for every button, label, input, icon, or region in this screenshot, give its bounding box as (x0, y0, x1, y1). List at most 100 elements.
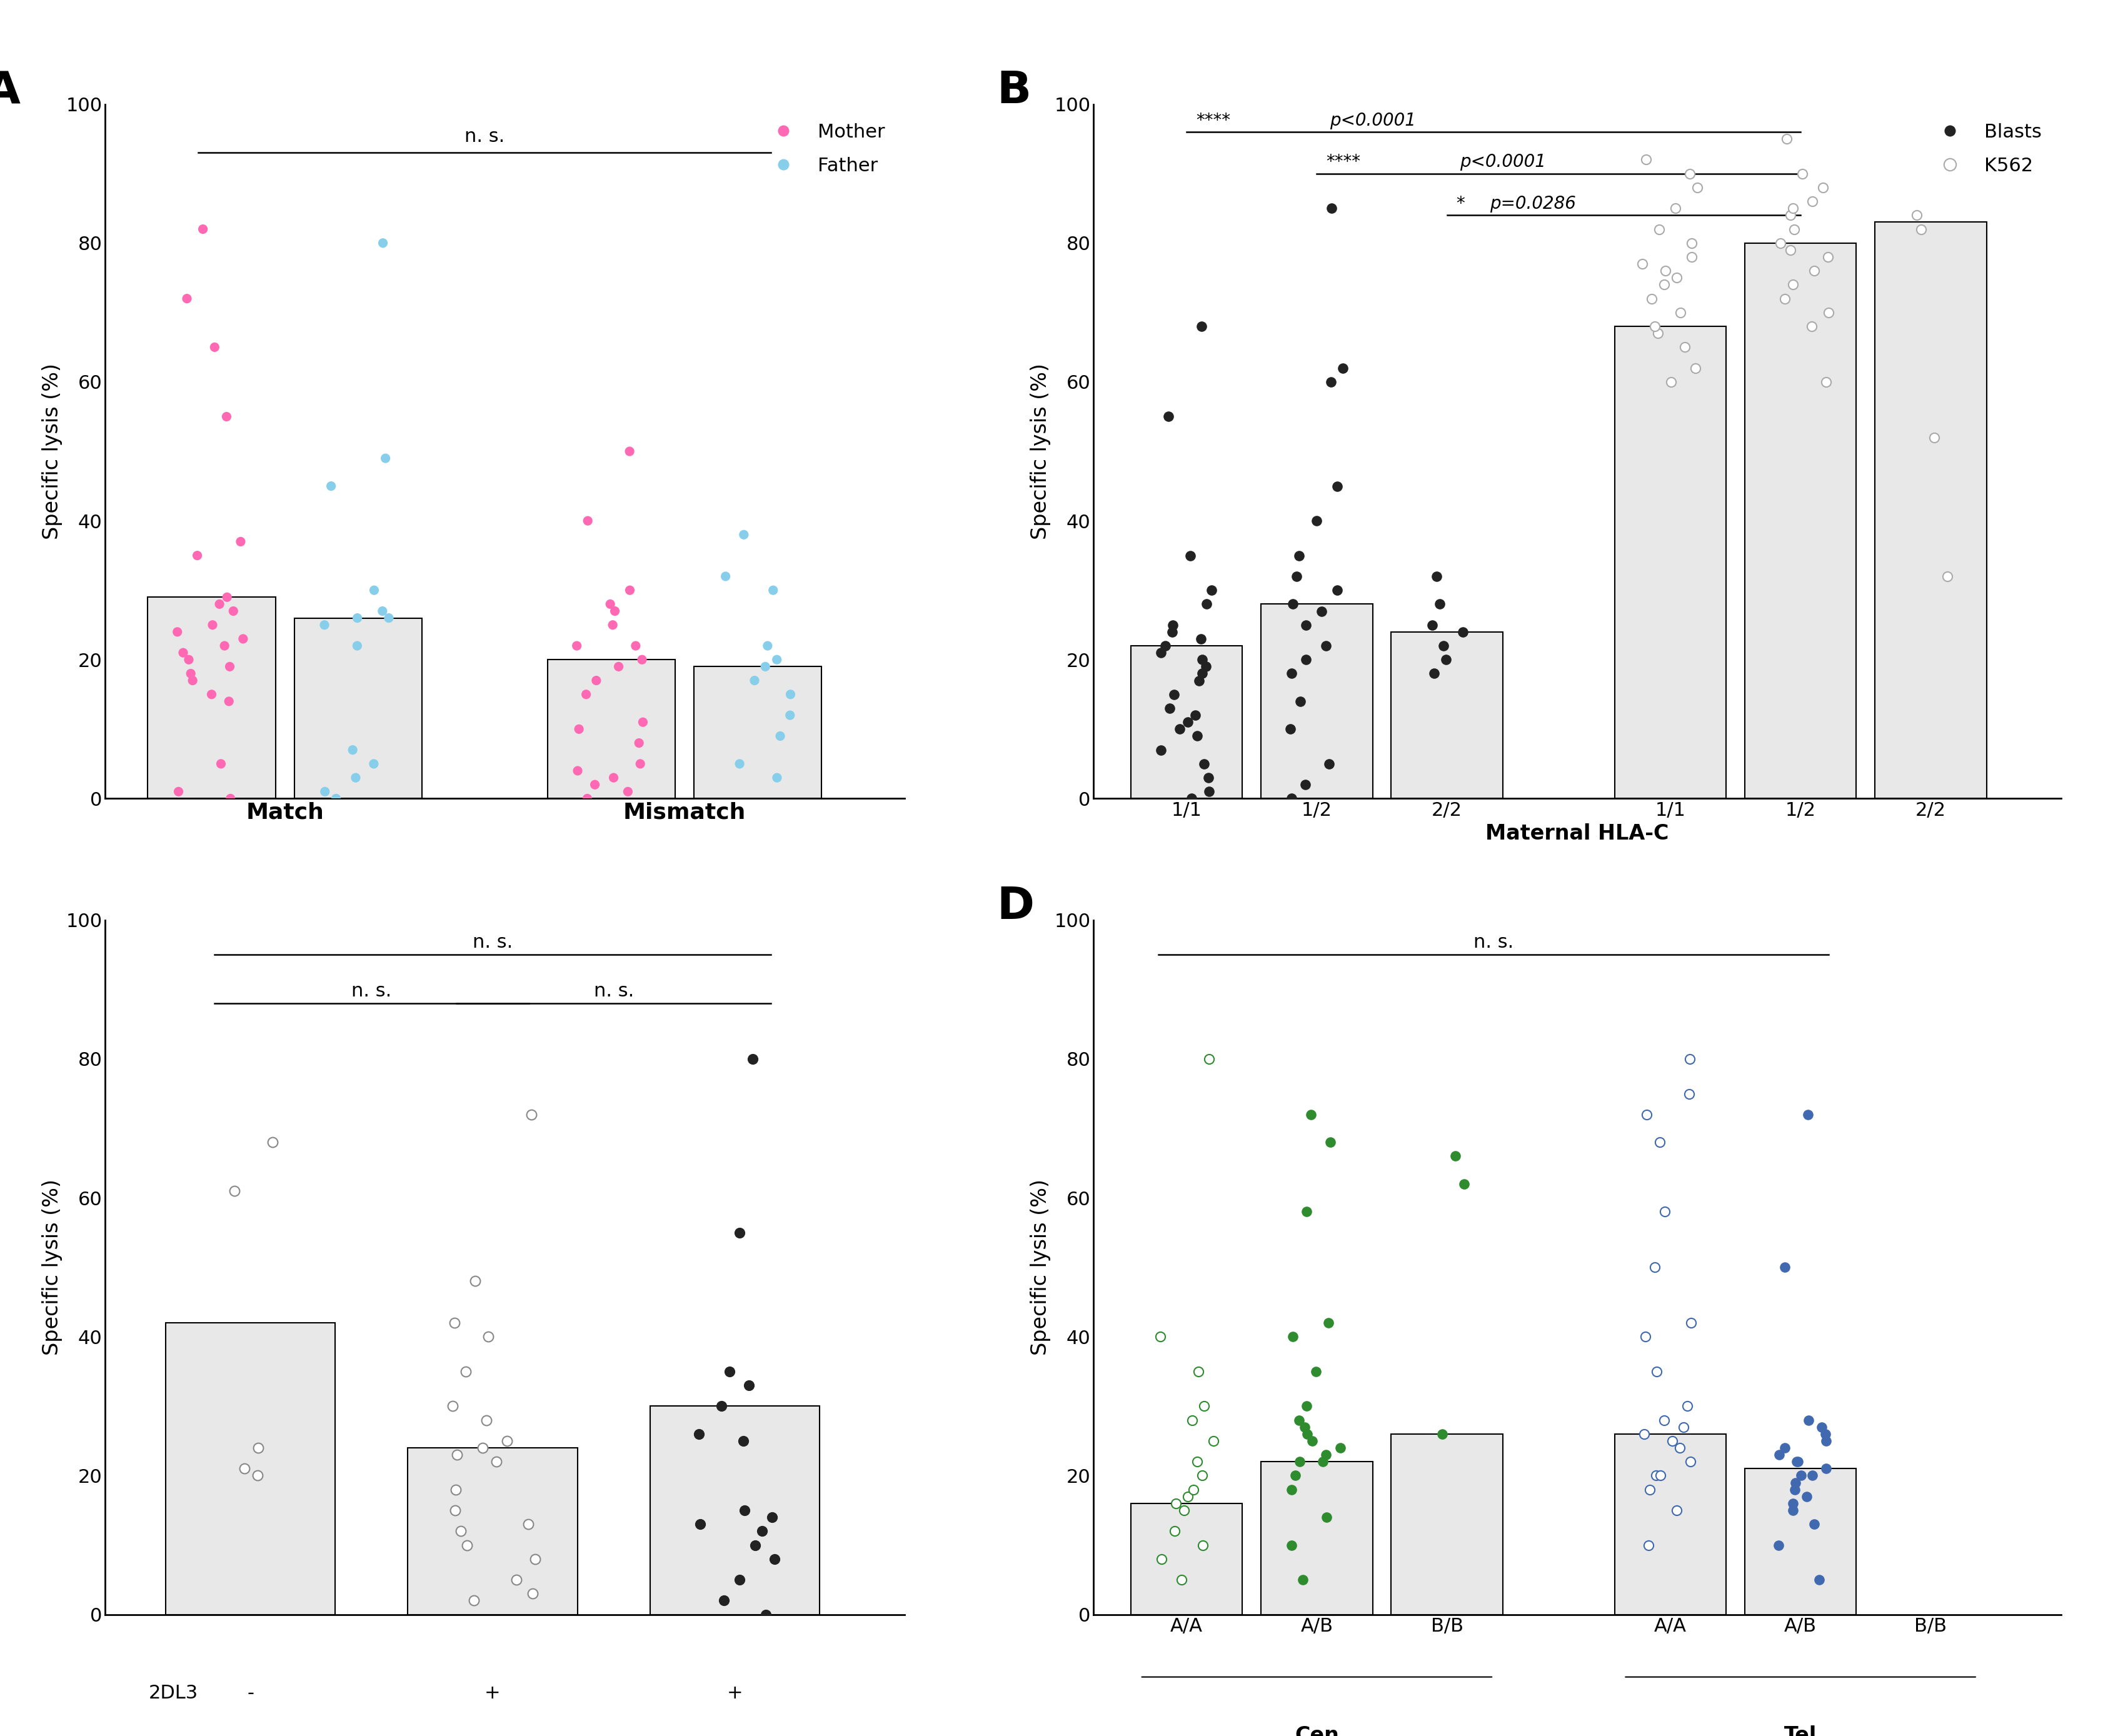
Point (1638, 1253, 1672, 1281)
Point (618, 632, 652, 660)
Point (1783, 1462, 1817, 1489)
Point (1430, 646, 1464, 674)
Point (490, 1427, 524, 1455)
Point (1188, 1392, 1222, 1420)
Point (1323, 1434, 1356, 1462)
Point (1310, 1441, 1344, 1469)
Point (1274, 1476, 1308, 1503)
Point (1626, 250, 1659, 278)
Point (223, 528, 257, 556)
Point (170, 285, 204, 312)
Point (1918, 424, 1952, 451)
Point (1798, 1510, 1832, 1538)
Point (456, 1587, 490, 1614)
Point (759, 764, 793, 792)
Point (1184, 312, 1218, 340)
Point (1321, 576, 1354, 604)
Point (210, 403, 244, 431)
Point (1638, 312, 1672, 340)
Point (1792, 1406, 1825, 1434)
Point (1274, 1531, 1308, 1559)
Point (559, 632, 593, 660)
Point (336, 736, 370, 764)
Point (1655, 1427, 1689, 1455)
Point (1659, 264, 1693, 292)
Point (627, 708, 660, 736)
Legend: Blasts, K562: Blasts, K562 (1922, 115, 2050, 184)
Point (601, 653, 635, 681)
Point (1321, 472, 1354, 500)
Point (1171, 708, 1205, 736)
Point (1289, 646, 1323, 674)
Point (177, 667, 210, 694)
Point (1642, 215, 1676, 243)
Point (1274, 660, 1308, 687)
Point (738, 1531, 772, 1559)
Point (196, 611, 229, 639)
Point (1148, 632, 1182, 660)
Point (1769, 1253, 1802, 1281)
Point (1447, 1170, 1481, 1198)
Point (1279, 1462, 1312, 1489)
Point (1152, 694, 1186, 722)
Bar (408, 1448, 578, 1614)
Text: *: * (1455, 194, 1466, 212)
Point (1804, 1413, 1838, 1441)
Text: 2DL3: 2DL3 (149, 1684, 198, 1701)
Bar (1131, 1503, 1243, 1614)
Point (212, 653, 246, 681)
Point (435, 1392, 469, 1420)
Point (1180, 722, 1213, 750)
Point (440, 1476, 473, 1503)
Point (1790, 1483, 1823, 1510)
Point (313, 472, 347, 500)
Point (612, 576, 646, 604)
Point (1672, 1045, 1706, 1073)
Point (1769, 285, 1802, 312)
Point (1426, 632, 1459, 660)
Point (1775, 1496, 1809, 1524)
Point (1314, 194, 1348, 222)
Point (1157, 611, 1190, 639)
Point (1289, 771, 1323, 799)
Point (204, 750, 238, 778)
Point (612, 778, 646, 806)
Point (1176, 785, 1209, 812)
Point (1775, 271, 1809, 299)
Point (372, 604, 406, 632)
Point (612, 437, 646, 465)
Point (1762, 1441, 1796, 1469)
Point (707, 1587, 740, 1614)
Point (723, 750, 757, 778)
Point (1809, 1427, 1842, 1455)
Text: -: - (246, 1684, 254, 1701)
Point (1157, 681, 1190, 708)
Point (515, 1101, 549, 1128)
Point (1680, 174, 1714, 201)
Bar (1745, 1469, 1857, 1614)
Point (511, 1510, 545, 1538)
Point (580, 667, 614, 694)
Point (1159, 1517, 1192, 1545)
Point (1182, 667, 1216, 694)
Point (196, 681, 229, 708)
Point (1312, 750, 1346, 778)
Bar (1392, 1434, 1504, 1614)
Point (1283, 1448, 1316, 1476)
Text: n. s.: n. s. (351, 983, 391, 1000)
Point (570, 507, 604, 535)
Point (1417, 660, 1451, 687)
Point (217, 597, 250, 625)
Point (1173, 542, 1207, 569)
Point (1649, 257, 1682, 285)
Point (1289, 611, 1323, 639)
Point (1764, 229, 1798, 257)
Point (1628, 1420, 1661, 1448)
Point (1272, 715, 1306, 743)
Point (166, 639, 200, 667)
Y-axis label: Specific lysis (%): Specific lysis (%) (1030, 363, 1052, 540)
Bar (166, 1323, 334, 1614)
Point (1279, 562, 1312, 590)
Point (1634, 1476, 1668, 1503)
Point (450, 1531, 484, 1559)
